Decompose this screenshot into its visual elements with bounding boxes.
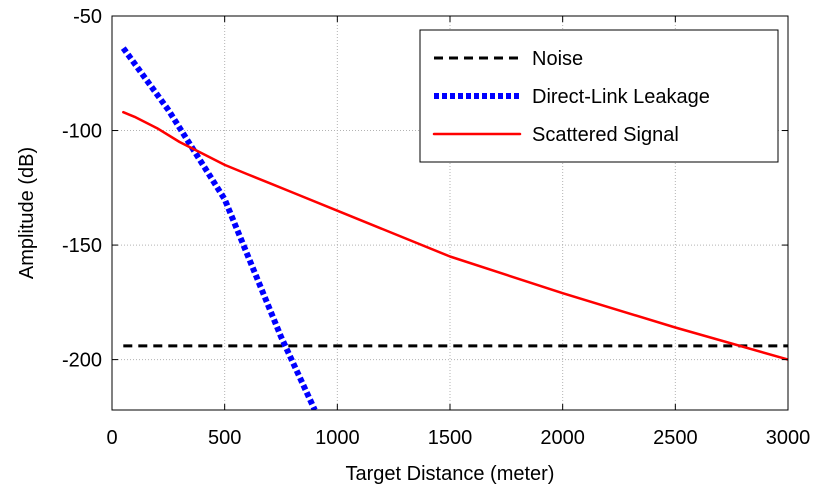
series-line-direct-link-leakage — [120, 46, 318, 410]
y-tick-label: -100 — [62, 121, 102, 143]
x-tick-label: 0 — [106, 427, 117, 449]
y-tick-label: -50 — [73, 6, 102, 28]
x-tick-label: 1500 — [428, 427, 473, 449]
x-tick-label: 2000 — [540, 427, 585, 449]
legend-box — [419, 29, 779, 163]
legend-label: Noise — [532, 48, 583, 70]
x-tick-label: 1000 — [315, 427, 360, 449]
x-axis-title: Target Distance (meter) — [346, 463, 555, 485]
y-tick-label: -150 — [62, 235, 102, 257]
tick-labels: 0 500 1000 1500 2000 2500 3000 -50 -100 -150 -200 — [62, 6, 810, 449]
legend: Noise Direct-Link Leakage Scattered Signal — [419, 29, 779, 163]
legend-label: Direct-Link Leakage — [532, 86, 710, 108]
x-tick-label: 3000 — [766, 427, 811, 449]
ticks — [111, 15, 789, 410]
x-tick-label: 2500 — [653, 427, 698, 449]
series-line-scattered-signal — [122, 110, 788, 361]
y-axis-title: Amplitude (dB) — [16, 147, 38, 279]
y-tick-label: -200 — [62, 350, 102, 372]
x-tick-label: 500 — [208, 427, 241, 449]
series-group — [120, 46, 788, 410]
legend-label: Scattered Signal — [532, 124, 679, 146]
